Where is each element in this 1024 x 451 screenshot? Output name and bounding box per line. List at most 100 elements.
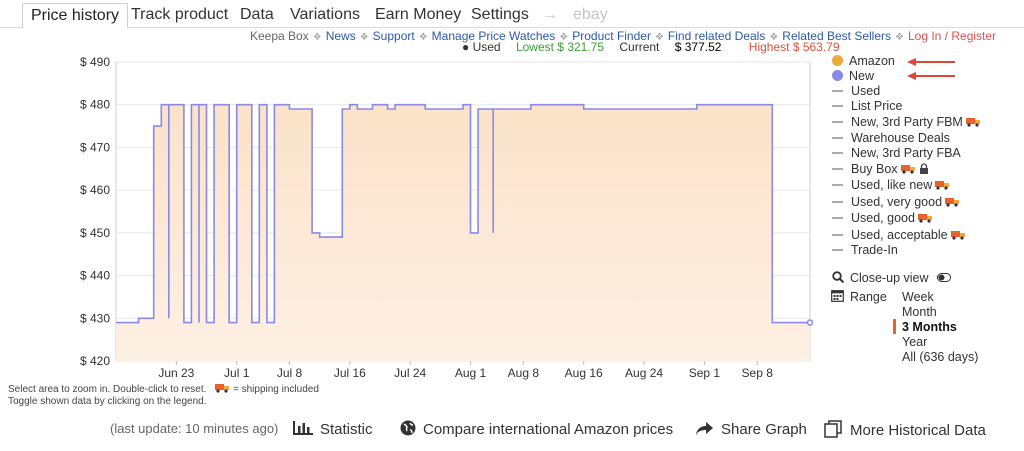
tab-ebay[interactable]: ebay — [573, 6, 608, 23]
tab-variations[interactable]: Variations — [290, 6, 360, 23]
x-tick-label: Jul 8 — [277, 366, 303, 380]
dash-icon — [832, 105, 843, 107]
x-tick-label: Jul 24 — [394, 366, 426, 380]
last-update: (last update: 10 minutes ago) — [110, 421, 279, 436]
legend-used-label: Used — [851, 84, 881, 98]
links-row: Keepa Box ❖ News ❖ Support ❖ Manage Price Watc… — [250, 29, 996, 43]
new-price-area — [116, 104, 810, 361]
dash-icon — [832, 152, 843, 154]
product-finder-link[interactable]: Product Finder — [572, 29, 651, 43]
y-tick-label: $ 430 — [80, 311, 110, 325]
legend-used-good-label: Used, good — [851, 211, 915, 225]
stat-used[interactable]: ● Used — [462, 40, 501, 54]
toggle-icon[interactable] — [937, 273, 951, 282]
range-label: Range — [850, 290, 887, 304]
callout-arrows — [907, 58, 955, 80]
bar-chart-icon — [293, 421, 313, 435]
manage-price-watches-link[interactable]: Manage Price Watches — [431, 29, 556, 43]
legend-new-3p-fba[interactable]: New, 3rd Party FBA — [832, 145, 961, 161]
truck-icon — [945, 198, 960, 207]
x-tick-label: Aug 16 — [565, 366, 603, 380]
range-month[interactable]: Month — [902, 305, 937, 319]
news-link[interactable]: News — [325, 29, 356, 43]
legend-used-like-new[interactable]: Used, like new — [832, 177, 950, 193]
legend-warehouse-deals[interactable]: Warehouse Deals — [832, 130, 950, 146]
dash-icon — [832, 168, 843, 170]
legend-used-very-good[interactable]: Used, very good — [832, 194, 960, 210]
compare-international-button[interactable]: Compare international Amazon prices — [400, 420, 673, 438]
truck-icon — [215, 384, 230, 393]
dash-icon — [832, 121, 843, 123]
x-tick-label: Jul 1 — [224, 366, 250, 380]
separator-icon: ❖ — [895, 32, 904, 43]
keepa-box-link[interactable]: Keepa Box — [250, 29, 309, 43]
chart-help-legend: Toggle shown data by clicking on the leg… — [8, 396, 207, 407]
separator-icon: ❖ — [559, 32, 569, 43]
close-up-view-label: Close-up view — [850, 271, 929, 285]
legend-trade-in[interactable]: Trade-In — [832, 242, 898, 258]
stat-current-value: $ 377.52 — [674, 40, 722, 54]
range-3-months[interactable]: 3 Months — [902, 320, 957, 334]
price-stats: ● Used Lowest $ 321.75 Current $ 377.52 … — [462, 40, 852, 54]
legend-new-3p-fbm[interactable]: New, 3rd Party FBM — [832, 114, 981, 130]
chart-help-zoom: Select area to zoom in. Double-click to … — [8, 382, 319, 395]
y-tick-label: $ 470 — [80, 140, 110, 154]
help-shipping-text: = shipping included — [233, 384, 319, 395]
legend-used-acceptable[interactable]: Used, acceptable — [832, 227, 966, 243]
related-best-sellers-link[interactable]: Related Best Sellers — [782, 29, 892, 43]
login-register-link[interactable]: Log In / Register — [907, 29, 997, 43]
tab-settings[interactable]: Settings — [471, 6, 529, 23]
tab-earn-money[interactable]: Earn Money — [375, 6, 462, 23]
help-zoom-text: Select area to zoom in. Double-click to … — [8, 384, 207, 395]
price-history-chart[interactable]: $ 420 $ 430 $ 440 $ 450 $ 460 $ 470 $ 480 $ 490… — [0, 52, 830, 387]
truck-icon — [900, 165, 915, 174]
y-tick-label: $ 490 — [80, 55, 110, 69]
range-week[interactable]: Week — [902, 290, 934, 304]
legend-list-price-label: List Price — [851, 99, 903, 113]
share-graph-label: Share Graph — [721, 421, 807, 438]
x-tick-label: Sep 8 — [742, 366, 774, 380]
support-link[interactable]: Support — [372, 29, 415, 43]
stat-current: Current $ 377.52 — [619, 40, 733, 54]
dash-icon — [832, 184, 843, 186]
tab-data[interactable]: Data — [240, 6, 274, 23]
dash-icon — [832, 249, 843, 251]
legend-amazon-label: Amazon — [849, 54, 895, 68]
tab-track-product[interactable]: Track product — [131, 6, 229, 23]
close-up-view-toggle[interactable]: Close-up view — [832, 270, 951, 286]
tab-bar: Price history Track product Data Variati… — [0, 0, 1024, 28]
x-tick-label: Jul 16 — [334, 366, 366, 380]
legend-new[interactable]: New — [832, 68, 874, 84]
legend-used-good[interactable]: Used, good — [832, 210, 933, 226]
legend-new-3p-fba-label: New, 3rd Party FBA — [851, 146, 961, 160]
share-graph-button[interactable]: Share Graph — [695, 420, 807, 438]
legend-used[interactable]: Used — [832, 83, 880, 99]
more-historical-label: More Historical Data — [850, 422, 986, 439]
x-tick-label: Aug 8 — [508, 366, 540, 380]
globe-icon — [400, 420, 416, 436]
separator-icon: ❖ — [359, 32, 369, 43]
y-tick-label: $ 450 — [80, 226, 110, 240]
compare-label: Compare international Amazon prices — [423, 421, 674, 438]
legend-warehouse-label: Warehouse Deals — [851, 131, 950, 145]
y-tick-label: $ 440 — [80, 269, 110, 283]
range-year[interactable]: Year — [902, 335, 928, 349]
legend-list-price[interactable]: List Price — [832, 98, 902, 114]
stat-lowest: Lowest $ 321.75 — [515, 40, 605, 54]
legend-amazon[interactable]: Amazon — [832, 53, 895, 69]
separator-icon: ❖ — [654, 32, 664, 43]
statistic-button[interactable]: Statistic — [292, 420, 373, 438]
stat-highest: Highest $ 563.79 — [748, 40, 840, 54]
legend-used-very-good-label: Used, very good — [851, 195, 943, 209]
more-historical-data-button[interactable]: More Historical Data — [824, 420, 986, 439]
dash-icon — [832, 137, 843, 139]
tab-price-history[interactable]: Price history — [22, 3, 129, 28]
separator-icon: ❖ — [312, 32, 322, 43]
legend-buy-box[interactable]: Buy Box — [832, 161, 929, 177]
x-tick-label: Aug 24 — [625, 366, 663, 380]
amazon-dot-icon — [832, 55, 843, 66]
find-related-deals-link[interactable]: Find related Deals — [667, 29, 766, 43]
legend-new-label: New — [849, 69, 875, 83]
y-axis: $ 420 $ 430 $ 440 $ 450 $ 460 $ 470 $ 480 $ 490 — [80, 55, 110, 368]
range-all[interactable]: All (636 days) — [902, 350, 979, 364]
